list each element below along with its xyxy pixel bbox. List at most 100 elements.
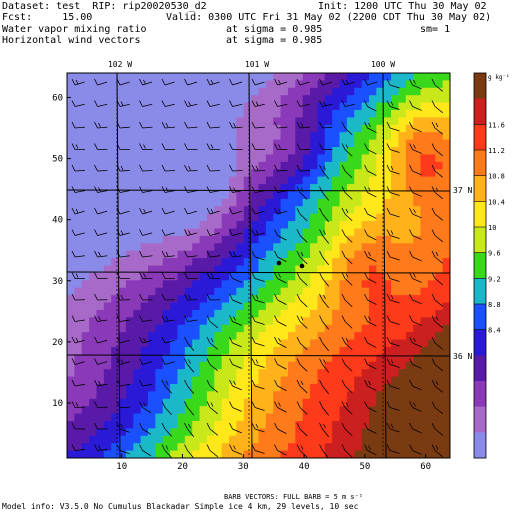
wind-barb [409, 207, 422, 219]
field-cell [236, 228, 245, 237]
barb-flag [184, 444, 188, 451]
field-cell [192, 147, 201, 156]
wind-barb [431, 143, 443, 157]
barb-flag [341, 207, 346, 215]
field-cell [376, 361, 385, 370]
barb-flag [251, 315, 256, 322]
barb-shaft [367, 278, 377, 284]
field-cell [96, 191, 105, 200]
wind-barb [274, 121, 288, 129]
field-cell [133, 309, 142, 318]
field-cell [383, 332, 392, 341]
field-cell [391, 154, 400, 163]
field-cell [74, 391, 83, 400]
field-cell [295, 280, 304, 289]
field2-title: Horizontal wind vectors [2, 35, 141, 46]
x-tick-label: 30 [238, 462, 249, 472]
wind-barb [409, 250, 422, 262]
barb-shaft [277, 407, 287, 413]
colorbar-swatch [474, 201, 486, 228]
field-cell [273, 250, 282, 259]
field-cell [376, 317, 385, 326]
field-cell [96, 228, 105, 237]
barb-shaft [97, 361, 108, 365]
wind-barb [274, 315, 287, 327]
field-cell [236, 73, 245, 82]
field-cell [435, 243, 444, 252]
field-cell [251, 406, 260, 415]
barb-flag [413, 79, 416, 85]
field-cell [177, 243, 186, 252]
field-cell [67, 198, 75, 207]
barb-flag [296, 164, 301, 172]
field-cell [162, 435, 171, 444]
barb-flag [233, 251, 236, 257]
field-cell [236, 124, 245, 133]
field-cell [368, 161, 377, 170]
field-cell [67, 235, 75, 244]
field-cell [339, 235, 348, 244]
wind-barb [229, 164, 243, 172]
field-cell [427, 154, 436, 163]
field-cell [324, 376, 333, 385]
field-cell [125, 317, 134, 326]
field-cell [243, 428, 252, 437]
field-cell [243, 80, 252, 89]
barb-shaft [254, 232, 265, 236]
field-cell [317, 302, 326, 311]
barb-shaft [74, 319, 85, 322]
field-cell [354, 139, 363, 148]
barb-shaft [209, 81, 220, 86]
barb-flag [139, 315, 143, 322]
barb-shaft [344, 278, 353, 286]
field-cell [81, 383, 90, 392]
field-cell [391, 346, 400, 355]
field-cell [89, 176, 98, 185]
barb-flag [323, 359, 326, 364]
field-cell [265, 198, 274, 207]
field-cell [243, 346, 252, 355]
field-cell [368, 435, 377, 444]
field-cell [339, 324, 348, 333]
field-cell [273, 73, 282, 82]
field-cell [81, 198, 90, 207]
field-cell [170, 309, 179, 318]
field-cell [398, 391, 407, 400]
barb-flag [206, 121, 211, 129]
field-cell [346, 213, 355, 222]
field-cell [398, 184, 407, 193]
field-cell [221, 354, 230, 363]
field-cell [229, 213, 238, 222]
field-cell [148, 80, 156, 89]
field-cell [133, 221, 142, 230]
barb-shaft [412, 450, 422, 455]
wind-barb [409, 444, 422, 455]
field-cell [339, 139, 348, 148]
field-cell [148, 235, 156, 244]
barb-shaft [434, 407, 443, 415]
field-cell [280, 391, 289, 400]
field-cell [214, 354, 223, 363]
field-cell [413, 206, 422, 215]
field-cell [214, 73, 223, 82]
field-cell [177, 332, 186, 341]
field-cell [376, 450, 385, 458]
field-cell [229, 73, 238, 82]
field-cell [427, 184, 436, 193]
field-cell [229, 324, 238, 333]
field-cell [148, 73, 156, 82]
field-cell [361, 213, 370, 222]
field-cell [383, 243, 392, 252]
field-cell [111, 383, 120, 392]
field-cell [236, 184, 245, 193]
field-cell [280, 317, 289, 326]
barb-flag [251, 186, 256, 193]
field-cell [67, 450, 75, 458]
field-cell [162, 102, 171, 111]
field-cell [162, 147, 171, 156]
barb-shaft [299, 81, 310, 86]
barb-shaft [434, 428, 443, 436]
field-cell [103, 361, 112, 370]
field-cell [177, 110, 186, 119]
